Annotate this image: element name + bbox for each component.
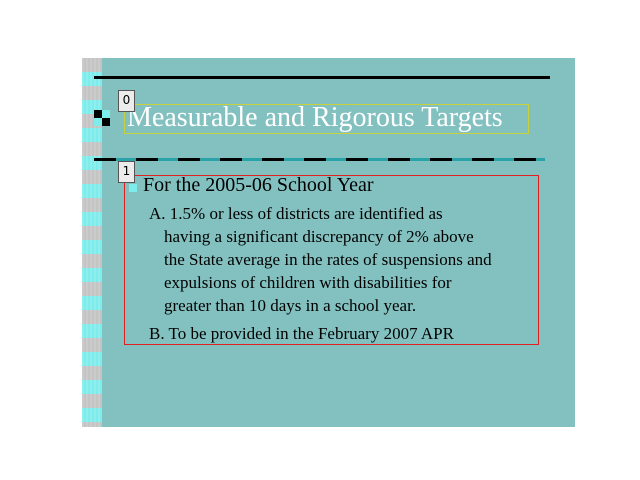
list-item-a-line: expulsions of children with disabilities…	[164, 273, 452, 292]
list-item-a-line: having a significant discrepancy of 2% a…	[164, 227, 474, 246]
title-selection-box[interactable]	[124, 104, 529, 134]
dashed-divider-line	[94, 158, 545, 161]
element-index-tag-0: 0	[118, 90, 135, 112]
list-item-a: A. 1.5% or less of districts are identif…	[149, 202, 549, 317]
slide-canvas: Measurable and Rigorous Targets 0 1 For …	[82, 58, 575, 427]
list-item-b: B. To be provided in the February 2007 A…	[149, 324, 454, 343]
top-rule-line	[94, 76, 550, 79]
slide-title: Measurable and Rigorous Targets	[127, 102, 503, 133]
subheading: For the 2005-06 School Year	[143, 174, 374, 196]
element-index-tag-1: 1	[118, 161, 135, 183]
checkered-square-bullet-icon	[94, 110, 110, 126]
left-checkered-strip	[82, 58, 102, 427]
list-item-a-line: the State average in the rates of suspen…	[164, 250, 492, 269]
square-bullet-icon	[129, 184, 137, 192]
list-item-a-line: greater than 10 days in a school year.	[164, 296, 417, 315]
body-selection-box[interactable]	[124, 175, 539, 345]
list-item-a-line: A. 1.5% or less of districts are identif…	[149, 204, 443, 223]
